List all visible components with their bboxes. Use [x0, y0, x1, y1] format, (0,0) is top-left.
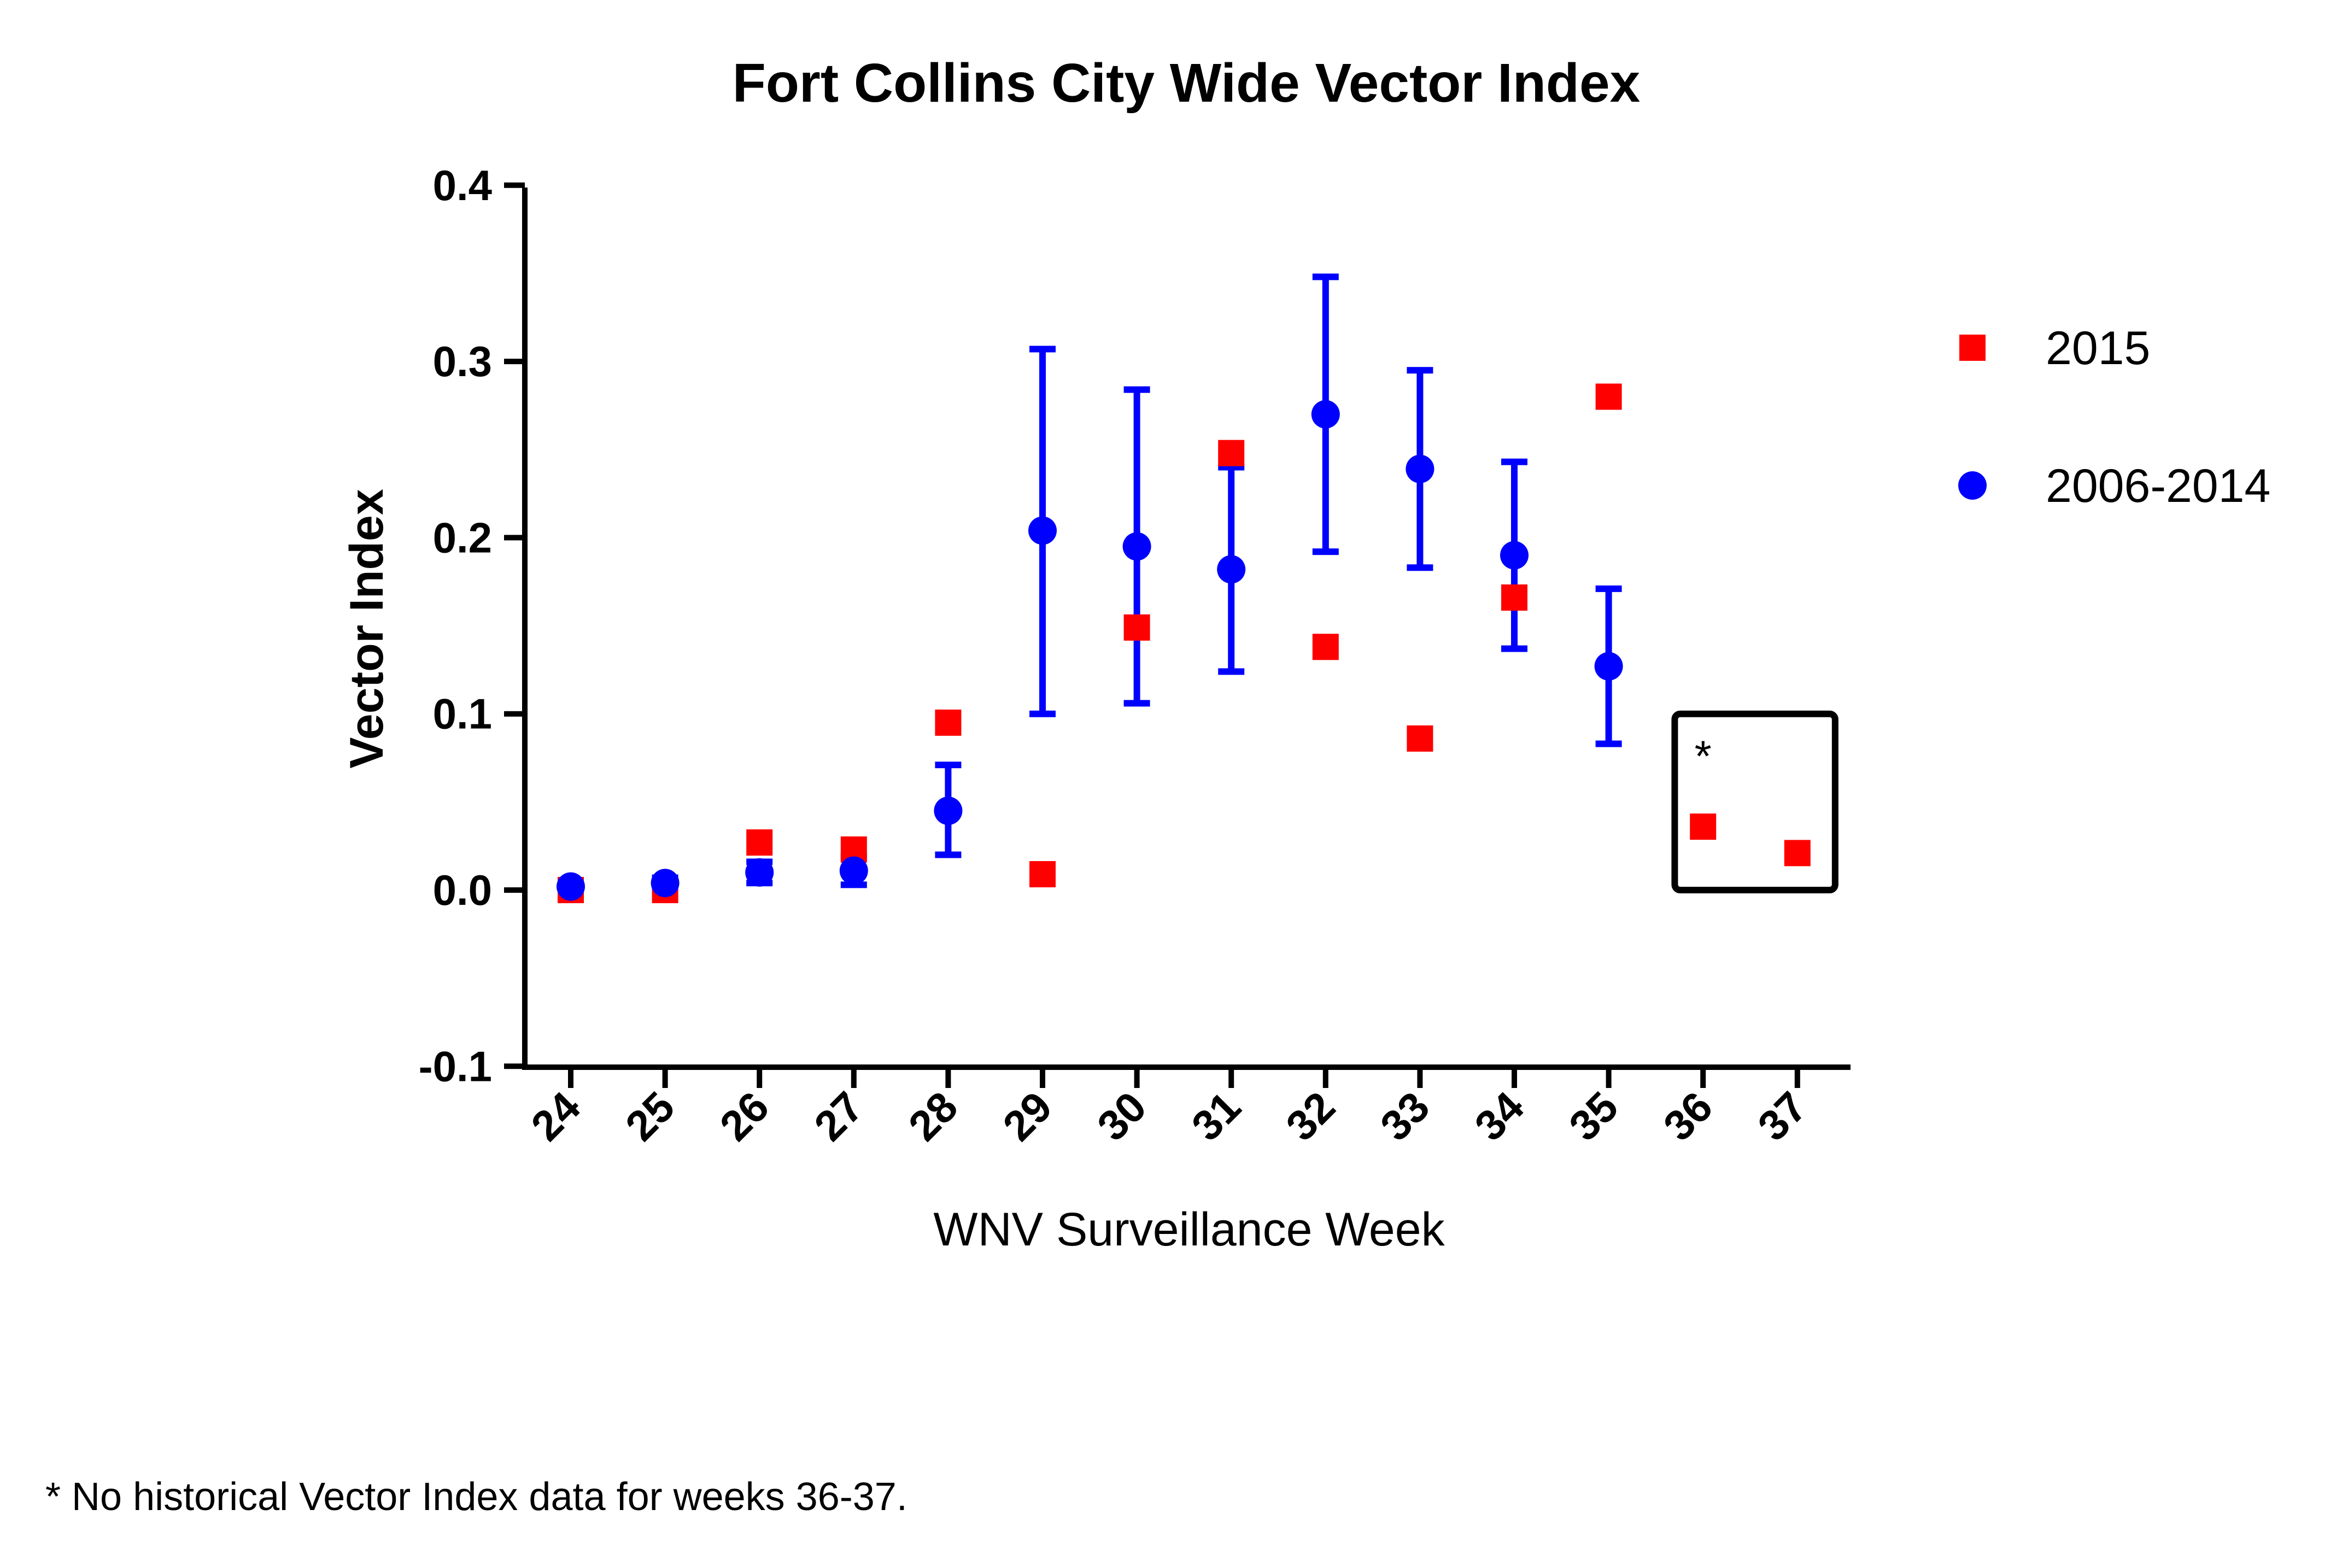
x-tick-label: 31: [1182, 1083, 1250, 1150]
x-tick-label: 37: [1748, 1083, 1816, 1150]
point-2006-2014-week-27: [839, 856, 868, 885]
point-2006-2014-week-30: [1122, 532, 1151, 561]
point-2015-week-31: [1218, 440, 1245, 466]
x-tick-label: 26: [711, 1083, 778, 1150]
x-tick-label: 33: [1371, 1083, 1439, 1150]
x-tick-label: 35: [1560, 1083, 1627, 1150]
legend-marker-2015: [1959, 335, 1986, 361]
legend-marker-2006-2014: [1958, 471, 1987, 500]
point-2015-week-34: [1501, 584, 1527, 611]
point-2006-2014-week-32: [1311, 400, 1340, 429]
y-ticks: -0.1 0.0 0.1 0.2 0.3 0.4: [419, 161, 525, 1090]
x-tick-label: 29: [993, 1083, 1061, 1150]
y-tick-label: 0.2: [433, 513, 492, 561]
no-data-asterisk: *: [1695, 732, 1712, 781]
point-2006-2014-week-26: [745, 858, 774, 887]
y-tick-label: 0.1: [433, 690, 492, 738]
point-2006-2014-week-35: [1594, 652, 1623, 681]
footnote: * No historical Vector Index data for we…: [45, 1475, 907, 1519]
y-tick-label: -0.1: [419, 1042, 492, 1090]
point-2015-week-28: [935, 709, 962, 736]
point-2015-week-35: [1595, 383, 1622, 410]
point-2015-week-26: [746, 829, 773, 856]
y-axis-label: Vector Index: [341, 489, 393, 769]
point-2015-week-30: [1123, 614, 1150, 641]
no-data-box: *: [1671, 710, 1839, 893]
point-2015-week-36: [1690, 813, 1717, 840]
x-tick-label: 27: [805, 1083, 873, 1150]
y-tick-label: 0.4: [433, 161, 492, 209]
x-tick-label: 25: [616, 1083, 684, 1150]
point-2015-week-29: [1029, 861, 1056, 887]
point-2006-2014-week-24: [557, 872, 585, 901]
chart-title: Fort Collins City Wide Vector Index: [733, 52, 1640, 114]
point-2006-2014-week-34: [1500, 541, 1529, 570]
x-ticks: 24 25 26 27 28 29 30 31 32 33 34 35 36 37: [522, 1067, 1816, 1150]
y-tick-label: 0.0: [433, 866, 492, 914]
x-tick-label: 34: [1465, 1083, 1533, 1150]
x-tick-label: 36: [1654, 1083, 1722, 1150]
axes: [522, 188, 1851, 1070]
x-tick-label: 30: [1088, 1083, 1156, 1150]
data-points: [557, 383, 1811, 903]
x-axis-label: WNV Surveillance Week: [933, 1203, 1445, 1256]
x-tick-label: 28: [899, 1083, 967, 1150]
point-2006-2014-week-33: [1406, 454, 1435, 483]
no-data-box-outline: [1671, 710, 1839, 893]
x-tick-label: 32: [1277, 1083, 1344, 1150]
legend-label-2015: 2015: [2046, 322, 2150, 375]
point-2015-week-33: [1407, 725, 1433, 752]
legend: 2015 2006-2014: [1958, 322, 2270, 512]
point-2015-week-37: [1784, 840, 1811, 867]
point-2015-week-32: [1312, 634, 1339, 660]
point-2006-2014-week-28: [934, 796, 963, 825]
y-tick-label: 0.3: [433, 337, 492, 385]
x-tick-label: 24: [522, 1083, 589, 1150]
legend-label-2006-2014: 2006-2014: [2046, 460, 2270, 512]
point-2006-2014-week-25: [651, 869, 680, 898]
point-2006-2014-week-31: [1217, 555, 1246, 584]
point-2006-2014-week-29: [1028, 516, 1057, 545]
error-bars: [558, 273, 1622, 893]
